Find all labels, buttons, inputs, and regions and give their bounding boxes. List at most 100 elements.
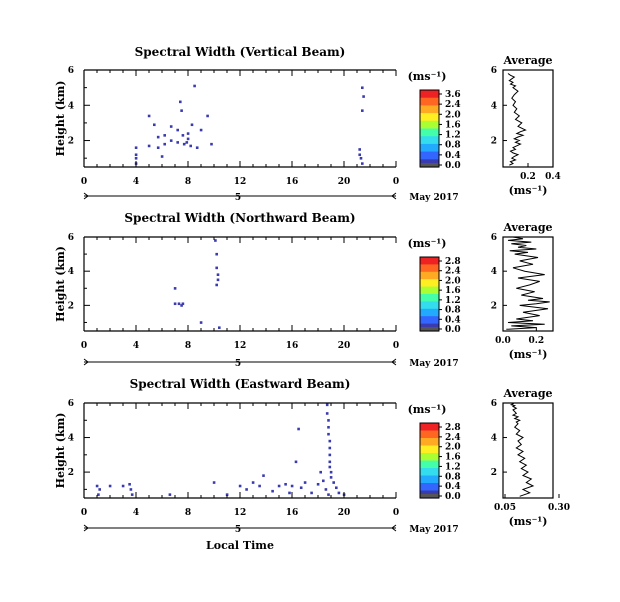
average-y-tick-label: 4 (491, 434, 497, 444)
colorbar-segment (420, 271, 439, 280)
data-point (288, 491, 291, 495)
x-tick-label: 8 (185, 177, 191, 187)
colorbar-unit-label: (ms⁻¹) (408, 70, 447, 83)
average-y-tick-label: 6 (491, 66, 497, 76)
x-tick-label: 0 (81, 508, 87, 518)
colorbar-segment (420, 257, 439, 265)
colorbar-segment (420, 128, 439, 137)
average-x-label: (ms⁻¹) (509, 348, 548, 361)
colorbar-frame (419, 422, 440, 499)
data-point (147, 144, 151, 148)
data-point (271, 489, 274, 493)
y-tick-label: 2 (68, 301, 74, 311)
average-x-tick-label: 0.2 (528, 336, 544, 346)
data-point (216, 273, 220, 276)
data-point (327, 419, 330, 422)
data-point (108, 484, 112, 488)
data-point (359, 156, 363, 160)
date-line-arrow-right (391, 358, 397, 366)
data-point (328, 439, 332, 443)
average-profile-line (506, 236, 550, 330)
average-y-tick-label: 2 (491, 301, 497, 311)
data-point (160, 155, 164, 158)
colorbar-tick-label: 1.2 (445, 296, 461, 306)
data-point (97, 493, 100, 496)
data-point (214, 239, 217, 242)
colorbar-tick-label: 1.6 (445, 120, 461, 130)
data-point (134, 146, 138, 149)
colorbar-unit-label: (ms⁻¹) (408, 403, 447, 416)
average-x-label: (ms⁻¹) (509, 184, 548, 197)
data-point (147, 114, 151, 118)
colorbar-segment (420, 453, 439, 462)
colorbar-segment (420, 460, 439, 469)
colorbar-segment (420, 279, 439, 288)
x-tick-label: 0 (393, 508, 399, 518)
data-point (328, 453, 332, 457)
data-point (225, 493, 229, 496)
day-label: 5 (235, 193, 241, 203)
data-point (199, 128, 203, 132)
colorbar-segment (420, 294, 439, 302)
data-point (251, 481, 255, 484)
colorbar-tick-label: 0.8 (445, 306, 461, 316)
colorbar-tick-label: 2.0 (445, 443, 461, 453)
data-point (303, 481, 307, 484)
colorbar-segment (420, 430, 439, 439)
data-point (297, 427, 300, 431)
data-point (335, 486, 338, 490)
data-point (185, 141, 189, 144)
day-label: 5 (235, 359, 241, 369)
data-point (238, 484, 242, 488)
colorbar-tick-label: 0.4 (445, 482, 461, 492)
average-y-tick-label: 4 (491, 101, 497, 111)
data-point (212, 481, 216, 484)
data-point (310, 491, 313, 495)
y-tick-label: 6 (68, 233, 74, 243)
y-tick-label: 2 (68, 468, 74, 478)
colorbar-tick-label: 1.2 (445, 462, 461, 472)
data-point (156, 146, 160, 149)
date-line-arrow-left (83, 358, 89, 366)
average-profile-line (509, 402, 535, 497)
colorbar-segment (420, 468, 439, 477)
data-point (327, 425, 330, 429)
date-line-arrow-left (83, 524, 89, 532)
data-point (290, 484, 294, 488)
data-point (186, 132, 190, 135)
colorbar-tick-label: 0.8 (445, 472, 461, 482)
month-label: May 2017 (409, 525, 458, 535)
colorbar-bottom-segment (420, 163, 439, 167)
average-title: Average (502, 221, 552, 234)
x-tick-label: 16 (286, 508, 299, 518)
colorbar-tick-label: 1.6 (445, 286, 461, 296)
colorbar-segment (420, 423, 439, 432)
y-tick-label: 4 (68, 267, 74, 277)
data-point (163, 142, 166, 146)
colorbar-segment (420, 483, 439, 492)
colorbar-bottom-segment (420, 494, 439, 498)
average-x-tick-label: 0.2 (520, 172, 536, 182)
y-axis-label: Height (km) (54, 81, 67, 157)
average-frame (502, 236, 554, 332)
data-point (210, 142, 213, 146)
colorbar-frame (419, 256, 440, 332)
average-y-tick-label: 2 (491, 468, 497, 478)
average-x-tick-label: 0.05 (494, 503, 516, 513)
panel-title: Spectral Width (Vertical Beam) (135, 45, 346, 59)
data-point (163, 134, 166, 137)
data-point (361, 162, 364, 165)
data-point (322, 479, 325, 483)
day-label: 5 (235, 525, 241, 535)
data-point (361, 109, 364, 112)
colorbar-segment (420, 113, 439, 122)
x-tick-label: 0 (81, 341, 87, 351)
data-point (195, 146, 199, 149)
average-x-tick-label: 0.30 (548, 503, 570, 513)
data-point (332, 481, 335, 484)
data-point (186, 137, 190, 141)
month-label: May 2017 (409, 359, 458, 369)
colorbar-tick-label: 0.4 (445, 315, 461, 325)
